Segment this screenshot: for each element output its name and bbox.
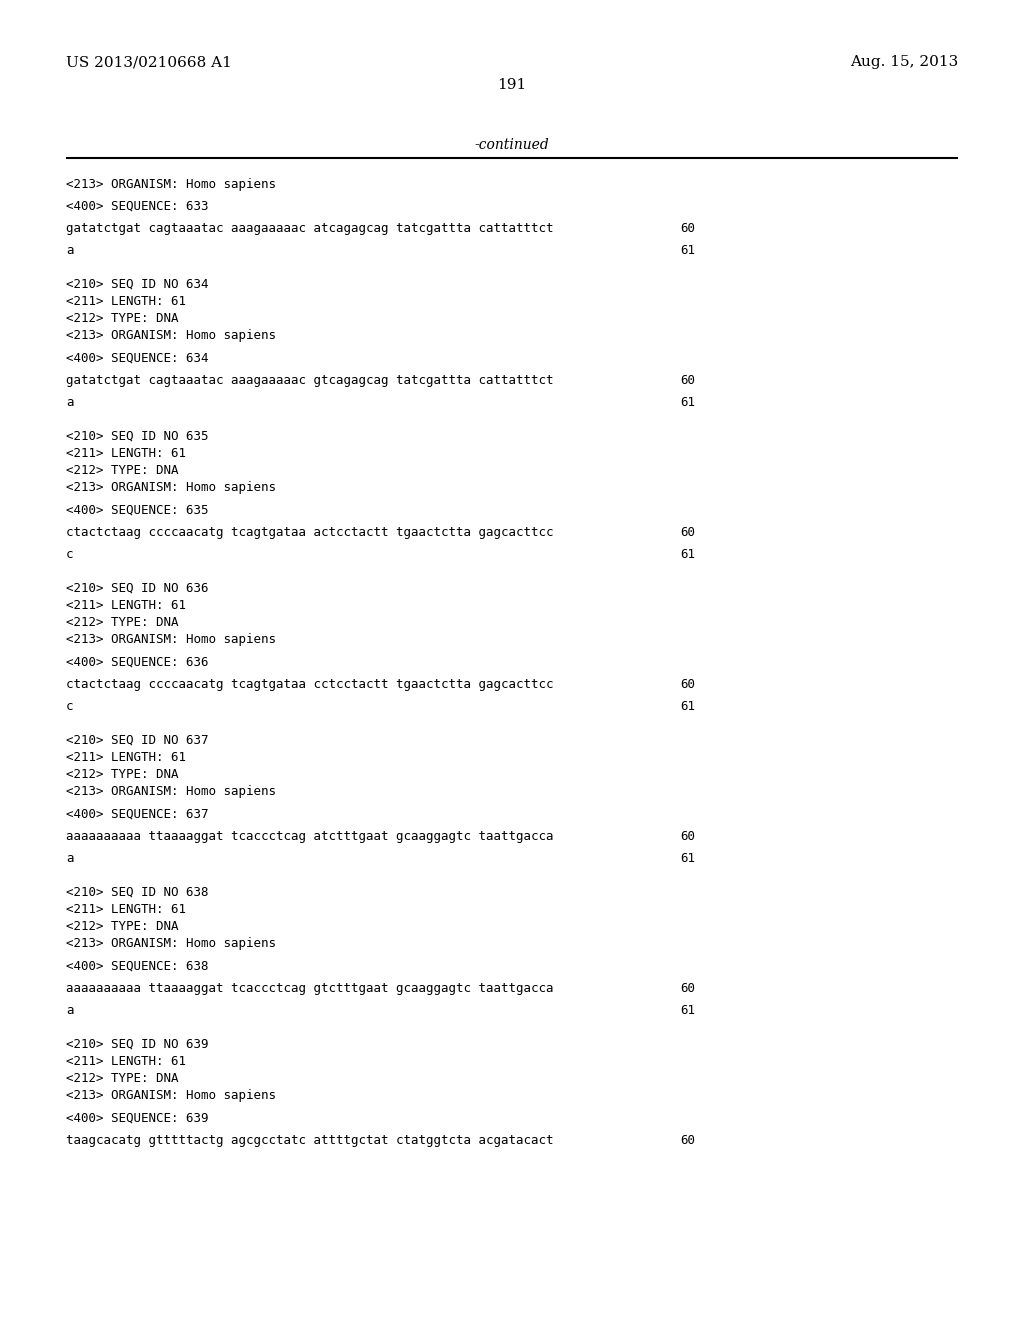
- Text: <210> SEQ ID NO 635: <210> SEQ ID NO 635: [66, 430, 209, 444]
- Text: <212> TYPE: DNA: <212> TYPE: DNA: [66, 616, 178, 630]
- Text: 61: 61: [680, 396, 695, 409]
- Text: 60: 60: [680, 830, 695, 843]
- Text: aaaaaaaaaa ttaaaaggat tcaccctcag gtctttgaat gcaaggagtc taattgacca: aaaaaaaaaa ttaaaaggat tcaccctcag gtctttg…: [66, 982, 554, 995]
- Text: <400> SEQUENCE: 634: <400> SEQUENCE: 634: [66, 352, 209, 366]
- Text: 61: 61: [680, 244, 695, 257]
- Text: 61: 61: [680, 700, 695, 713]
- Text: ctactctaag ccccaacatg tcagtgataa actcctactt tgaactctta gagcacttcc: ctactctaag ccccaacatg tcagtgataa actccta…: [66, 525, 554, 539]
- Text: 60: 60: [680, 374, 695, 387]
- Text: <210> SEQ ID NO 636: <210> SEQ ID NO 636: [66, 582, 209, 595]
- Text: <212> TYPE: DNA: <212> TYPE: DNA: [66, 768, 178, 781]
- Text: <210> SEQ ID NO 638: <210> SEQ ID NO 638: [66, 886, 209, 899]
- Text: a: a: [66, 244, 74, 257]
- Text: <211> LENGTH: 61: <211> LENGTH: 61: [66, 903, 186, 916]
- Text: a: a: [66, 396, 74, 409]
- Text: <210> SEQ ID NO 634: <210> SEQ ID NO 634: [66, 279, 209, 290]
- Text: <213> ORGANISM: Homo sapiens: <213> ORGANISM: Homo sapiens: [66, 480, 276, 494]
- Text: <400> SEQUENCE: 638: <400> SEQUENCE: 638: [66, 960, 209, 973]
- Text: <211> LENGTH: 61: <211> LENGTH: 61: [66, 447, 186, 459]
- Text: <400> SEQUENCE: 639: <400> SEQUENCE: 639: [66, 1111, 209, 1125]
- Text: <212> TYPE: DNA: <212> TYPE: DNA: [66, 312, 178, 325]
- Text: <210> SEQ ID NO 637: <210> SEQ ID NO 637: [66, 734, 209, 747]
- Text: <400> SEQUENCE: 636: <400> SEQUENCE: 636: [66, 656, 209, 669]
- Text: US 2013/0210668 A1: US 2013/0210668 A1: [66, 55, 231, 69]
- Text: aaaaaaaaaa ttaaaaggat tcaccctcag atctttgaat gcaaggagtc taattgacca: aaaaaaaaaa ttaaaaggat tcaccctcag atctttg…: [66, 830, 554, 843]
- Text: 60: 60: [680, 678, 695, 690]
- Text: -continued: -continued: [475, 139, 549, 152]
- Text: <213> ORGANISM: Homo sapiens: <213> ORGANISM: Homo sapiens: [66, 1089, 276, 1102]
- Text: <211> LENGTH: 61: <211> LENGTH: 61: [66, 294, 186, 308]
- Text: ctactctaag ccccaacatg tcagtgataa cctcctactt tgaactctta gagcacttcc: ctactctaag ccccaacatg tcagtgataa cctccta…: [66, 678, 554, 690]
- Text: <213> ORGANISM: Homo sapiens: <213> ORGANISM: Homo sapiens: [66, 634, 276, 645]
- Text: <212> TYPE: DNA: <212> TYPE: DNA: [66, 920, 178, 933]
- Text: Aug. 15, 2013: Aug. 15, 2013: [850, 55, 958, 69]
- Text: <400> SEQUENCE: 637: <400> SEQUENCE: 637: [66, 808, 209, 821]
- Text: 60: 60: [680, 982, 695, 995]
- Text: 60: 60: [680, 1134, 695, 1147]
- Text: <400> SEQUENCE: 635: <400> SEQUENCE: 635: [66, 504, 209, 517]
- Text: 60: 60: [680, 222, 695, 235]
- Text: <211> LENGTH: 61: <211> LENGTH: 61: [66, 1055, 186, 1068]
- Text: <210> SEQ ID NO 639: <210> SEQ ID NO 639: [66, 1038, 209, 1051]
- Text: a: a: [66, 1005, 74, 1016]
- Text: gatatctgat cagtaaatac aaagaaaaac atcagagcag tatcgattta cattatttct: gatatctgat cagtaaatac aaagaaaaac atcagag…: [66, 222, 554, 235]
- Text: <213> ORGANISM: Homo sapiens: <213> ORGANISM: Homo sapiens: [66, 785, 276, 799]
- Text: gatatctgat cagtaaatac aaagaaaaac gtcagagcag tatcgattta cattatttct: gatatctgat cagtaaatac aaagaaaaac gtcagag…: [66, 374, 554, 387]
- Text: <212> TYPE: DNA: <212> TYPE: DNA: [66, 1072, 178, 1085]
- Text: 191: 191: [498, 78, 526, 92]
- Text: <211> LENGTH: 61: <211> LENGTH: 61: [66, 599, 186, 612]
- Text: <213> ORGANISM: Homo sapiens: <213> ORGANISM: Homo sapiens: [66, 329, 276, 342]
- Text: c: c: [66, 700, 74, 713]
- Text: <212> TYPE: DNA: <212> TYPE: DNA: [66, 465, 178, 477]
- Text: <211> LENGTH: 61: <211> LENGTH: 61: [66, 751, 186, 764]
- Text: <213> ORGANISM: Homo sapiens: <213> ORGANISM: Homo sapiens: [66, 937, 276, 950]
- Text: 61: 61: [680, 851, 695, 865]
- Text: <213> ORGANISM: Homo sapiens: <213> ORGANISM: Homo sapiens: [66, 178, 276, 191]
- Text: 61: 61: [680, 1005, 695, 1016]
- Text: <400> SEQUENCE: 633: <400> SEQUENCE: 633: [66, 201, 209, 213]
- Text: taagcacatg gtttttactg agcgcctatc attttgctat ctatggtcta acgatacact: taagcacatg gtttttactg agcgcctatc attttgc…: [66, 1134, 554, 1147]
- Text: c: c: [66, 548, 74, 561]
- Text: a: a: [66, 851, 74, 865]
- Text: 60: 60: [680, 525, 695, 539]
- Text: 61: 61: [680, 548, 695, 561]
